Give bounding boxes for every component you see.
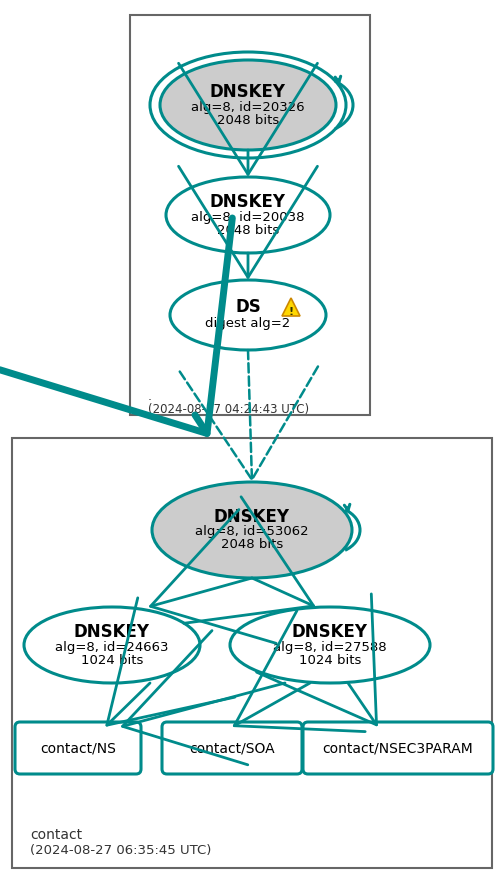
Text: alg=8, id=27588: alg=8, id=27588: [273, 641, 387, 653]
Ellipse shape: [170, 280, 326, 350]
Text: digest alg=2: digest alg=2: [205, 317, 291, 329]
Bar: [12, 438, 492, 868]
Text: 1024 bits: 1024 bits: [81, 653, 143, 666]
Text: alg=8, id=20038: alg=8, id=20038: [191, 211, 305, 224]
Text: .: .: [148, 390, 152, 403]
Text: alg=8, id=24663: alg=8, id=24663: [55, 641, 169, 653]
Text: DNSKEY: DNSKEY: [74, 623, 150, 641]
Text: 2048 bits: 2048 bits: [217, 224, 279, 236]
Ellipse shape: [160, 60, 336, 150]
Bar: [130, 15, 370, 415]
Text: DNSKEY: DNSKEY: [210, 83, 286, 101]
Ellipse shape: [166, 177, 330, 253]
Text: contact: contact: [30, 828, 82, 842]
Text: contact/NSEC3PARAM: contact/NSEC3PARAM: [322, 741, 473, 755]
Ellipse shape: [152, 482, 352, 578]
Text: 2048 bits: 2048 bits: [221, 538, 283, 551]
Text: (2024-08-27 06:35:45 UTC): (2024-08-27 06:35:45 UTC): [30, 844, 211, 857]
Text: contact/SOA: contact/SOA: [189, 741, 275, 755]
FancyBboxPatch shape: [15, 722, 141, 774]
Text: contact/NS: contact/NS: [40, 741, 116, 755]
Ellipse shape: [230, 607, 430, 683]
Text: !: !: [288, 307, 294, 317]
Text: DNSKEY: DNSKEY: [292, 623, 368, 641]
Polygon shape: [282, 298, 300, 316]
FancyBboxPatch shape: [303, 722, 493, 774]
Text: alg=8, id=53062: alg=8, id=53062: [195, 526, 309, 538]
Text: alg=8, id=20326: alg=8, id=20326: [191, 101, 305, 113]
Ellipse shape: [24, 607, 200, 683]
Text: 2048 bits: 2048 bits: [217, 113, 279, 127]
Text: (2024-08-27 04:24:43 UTC): (2024-08-27 04:24:43 UTC): [148, 403, 309, 416]
FancyBboxPatch shape: [162, 722, 302, 774]
Text: 1024 bits: 1024 bits: [299, 653, 361, 666]
Text: DNSKEY: DNSKEY: [210, 193, 286, 211]
Text: DS: DS: [235, 298, 261, 316]
Text: DNSKEY: DNSKEY: [214, 508, 290, 526]
